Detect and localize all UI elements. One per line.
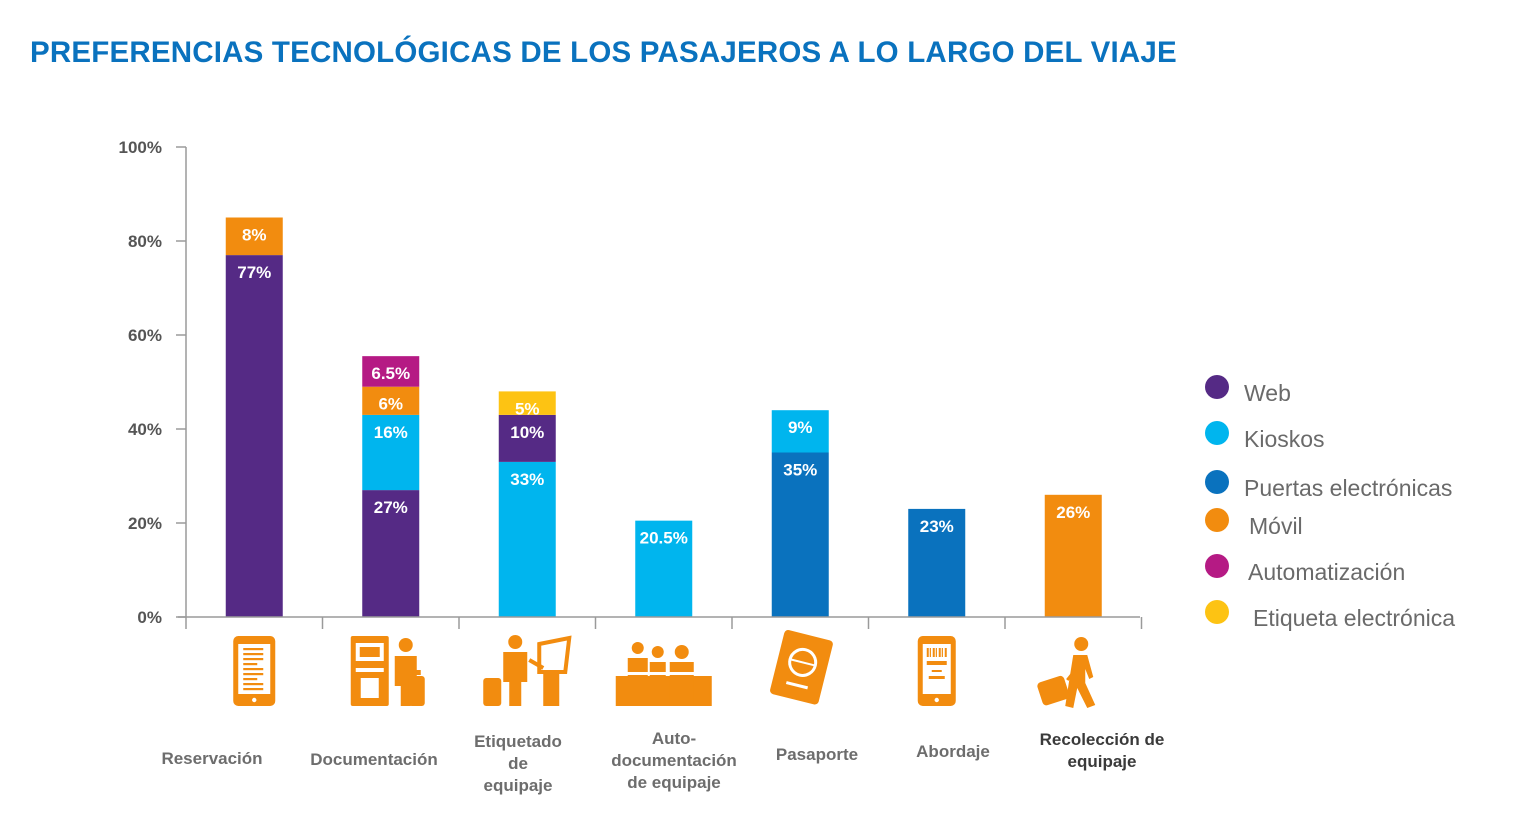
bar-segment-movil <box>225 217 283 256</box>
bar-segment-web <box>362 490 420 617</box>
legend-label: Kioskos <box>1244 426 1325 452</box>
category-label: Abordaje <box>916 742 990 761</box>
bar-segment-web <box>225 255 283 617</box>
data-label: 23% <box>920 517 954 536</box>
y-tick-label: 100% <box>119 138 162 157</box>
kiosk-icon <box>350 636 425 706</box>
data-label: 26% <box>1056 503 1090 522</box>
bar-segment-kioskos <box>771 410 829 453</box>
category-label: documentación <box>611 751 737 770</box>
page-title: PREFERENCIAS TECNOLÓGICAS DE LOS PASAJER… <box>30 36 1177 69</box>
category-label: equipaje <box>484 776 553 795</box>
category-label: de equipaje <box>627 773 721 792</box>
data-label: 35% <box>783 461 817 480</box>
legend-label: Automatización <box>1248 559 1405 585</box>
bars: 77% 8% 27% 16% 6% 6.5% 33% 10% 5% 20.5% 35% 9% 23% 26… <box>225 217 1102 617</box>
legend-item-puertas-electronicas: Puertas electrónicas <box>1205 470 1452 501</box>
passport-icon <box>770 630 833 705</box>
data-label: 77% <box>237 263 271 282</box>
data-label: 16% <box>374 423 408 442</box>
category-label: Auto- <box>652 729 696 748</box>
y-tick-label: 0% <box>137 608 162 627</box>
bar-segment-kioskos <box>362 414 420 491</box>
data-label: 20.5% <box>640 529 688 548</box>
category-icons <box>233 630 1096 708</box>
legend-label: Etiqueta electrónica <box>1253 605 1455 631</box>
legend-item-movil: Móvil <box>1205 508 1303 539</box>
category-label: de <box>508 754 528 773</box>
legend-swatch <box>1205 375 1229 399</box>
category-label: Pasaporte <box>776 745 858 764</box>
bar-segment-kioskos <box>635 520 693 617</box>
legend-swatch <box>1205 508 1229 532</box>
legend-item-web: Web <box>1205 375 1291 406</box>
legend-swatch <box>1205 421 1229 445</box>
bar-segment-kioskos <box>498 461 556 617</box>
y-tick-label: 80% <box>128 232 162 251</box>
legend-swatch <box>1205 600 1229 624</box>
data-label: 8% <box>242 226 267 245</box>
bar-segment-movil <box>362 386 420 415</box>
bar-segment-automatizacion <box>362 356 420 387</box>
category-label: equipaje <box>1068 752 1137 771</box>
bar-segment-web <box>498 414 556 462</box>
category-label: Etiquetado <box>474 732 562 751</box>
x-axis <box>178 616 1143 629</box>
y-tick-label: 60% <box>128 326 162 345</box>
tablet-icon <box>233 636 276 706</box>
data-label: 6.5% <box>371 364 410 383</box>
data-label: 27% <box>374 498 408 517</box>
category-label: Documentación <box>310 750 438 769</box>
data-label: 5% <box>515 399 540 418</box>
legend-swatch <box>1205 554 1229 578</box>
bar-segment-puertas-electronicas <box>908 508 966 617</box>
legend-item-etiqueta-electronica: Etiqueta electrónica <box>1205 600 1455 631</box>
category-label: Reservación <box>161 749 262 768</box>
y-axis: 0% 20% 40% 60% 80% 100% <box>119 138 187 627</box>
boarding-pass-phone-icon <box>917 636 956 706</box>
bar-segment-puertas-electronicas <box>771 452 829 617</box>
category-labels: Reservación Documentación Etiquetado de equi… <box>161 729 1164 795</box>
data-label: 9% <box>788 418 813 437</box>
category-label: Recolección de <box>1040 730 1165 749</box>
data-label: 10% <box>510 423 544 442</box>
legend-swatch <box>1205 470 1229 494</box>
bar-segment-etiqueta-electronica <box>498 391 556 415</box>
bag-tag-kiosk-icon <box>483 635 572 706</box>
data-label: 33% <box>510 470 544 489</box>
legend-item-kioskos: Kioskos <box>1205 421 1325 452</box>
bag-drop-icon <box>615 642 712 706</box>
legend-label: Móvil <box>1249 513 1303 539</box>
baggage-reclaim-icon <box>1037 637 1096 708</box>
legend-item-automatizacion: Automatización <box>1205 554 1405 585</box>
legend: Web Kioskos Puertas electrónicas Móvil Autom… <box>1205 375 1455 631</box>
bar-segment-movil <box>1044 494 1102 617</box>
data-label: 6% <box>378 395 403 414</box>
y-tick-label: 20% <box>128 514 162 533</box>
legend-label: Puertas electrónicas <box>1244 475 1452 501</box>
legend-label: Web <box>1244 380 1291 406</box>
y-tick-label: 40% <box>128 420 162 439</box>
